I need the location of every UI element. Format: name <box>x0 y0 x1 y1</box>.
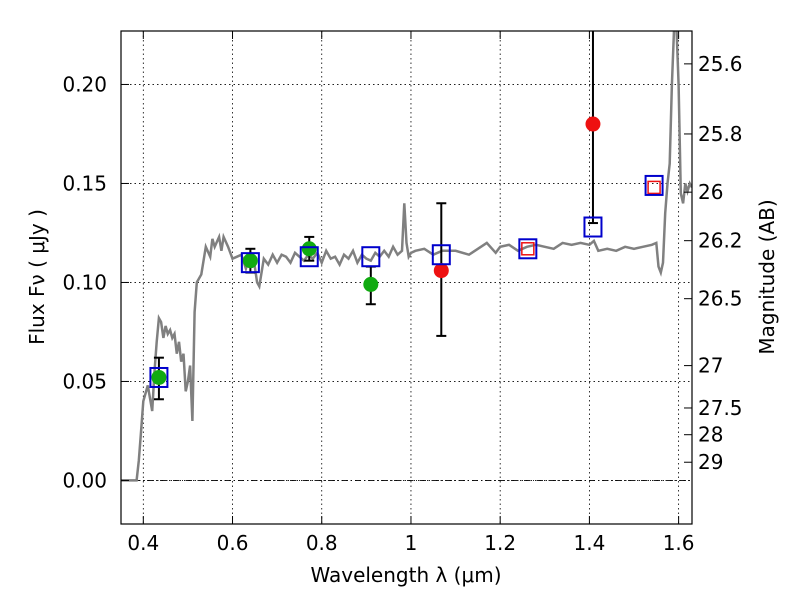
magnitude-tick-label: 26.5 <box>698 287 743 311</box>
detection-point <box>363 276 379 292</box>
x-axis-ticks: 0.4 0.6 0.8 1 1.2 1.4 1.6 <box>127 31 695 555</box>
magnitude-tick-label: 29 <box>698 450 723 474</box>
magnitude-axis-label: Magnitude (AB) <box>755 199 779 354</box>
y-tick-label: 0.15 <box>62 171 107 195</box>
magnitude-tick-label: 26.2 <box>698 229 743 253</box>
x-axis-label: Wavelength λ (μm) <box>310 563 501 587</box>
y-axis-ticks: 0.00 0.05 0.10 0.15 0.20 <box>62 72 129 492</box>
y-tick-label: 0.20 <box>62 72 107 96</box>
sed-model-group <box>121 31 692 482</box>
y-axis-label: Flux Fν ( μJy ) <box>25 209 49 345</box>
red-square-point <box>647 180 661 195</box>
magnitude-tick-label: 26 <box>698 180 723 204</box>
model-square-point <box>361 246 381 268</box>
detection-point <box>151 369 167 385</box>
model-square-point <box>431 244 451 266</box>
plot-frame <box>120 30 693 525</box>
x-tick-label: 1 <box>405 531 418 555</box>
model-square-point <box>240 252 260 274</box>
x-tick-label: 1.2 <box>484 531 516 555</box>
model-square-point <box>644 174 664 196</box>
y-tick-label: 0.00 <box>62 468 107 492</box>
y-tick-label: 0.05 <box>62 369 107 393</box>
detection-point <box>301 241 317 257</box>
sed-model-line <box>121 31 692 482</box>
magnitude-tick-label: 28 <box>698 423 723 447</box>
model-square-point <box>299 246 319 268</box>
model-square-point <box>583 216 603 238</box>
x-tick-label: 1.4 <box>573 531 605 555</box>
x-tick-label: 0.4 <box>127 531 159 555</box>
y-tick-label: 0.10 <box>62 270 107 294</box>
model-square-point <box>518 238 538 260</box>
data-points <box>149 116 664 388</box>
magnitude-tick-label: 27.5 <box>698 396 743 420</box>
detection-point <box>242 253 258 269</box>
magnitude-tick-label: 25.6 <box>698 52 743 76</box>
red-point <box>433 263 449 279</box>
model-square-point <box>149 366 169 388</box>
x-tick-label: 0.6 <box>217 531 249 555</box>
magnitude-tick-label: 25.8 <box>698 122 743 146</box>
x-tick-label: 1.6 <box>663 531 695 555</box>
magnitude-tick-label: 27 <box>698 354 723 378</box>
red-square-point <box>521 242 535 256</box>
red-point <box>585 116 601 132</box>
x-tick-label: 0.8 <box>306 531 338 555</box>
magnitude-axis-ticks: 25.6 25.8 26 26.2 26.5 27 27.5 28 29 <box>684 52 743 474</box>
